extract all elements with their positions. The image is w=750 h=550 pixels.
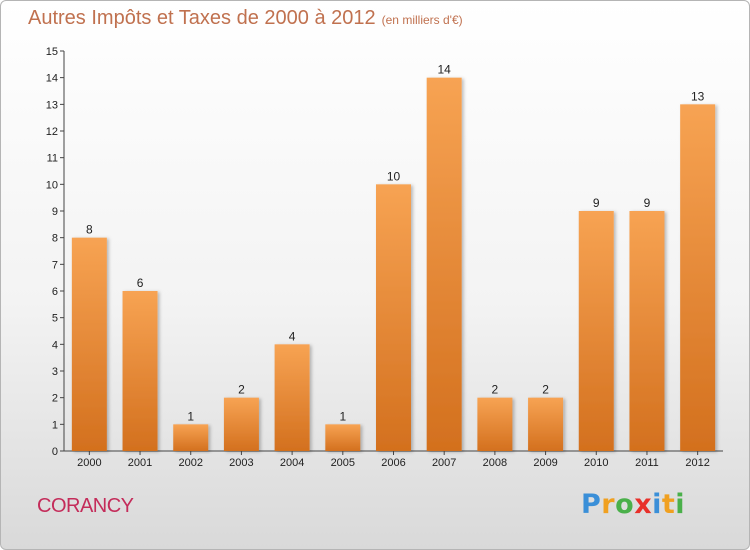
bar-value-label: 14 [438, 63, 452, 77]
y-tick-label: 11 [47, 153, 58, 165]
y-tick-label: 14 [46, 73, 58, 85]
x-tick-label: 2003 [229, 457, 253, 469]
bar [629, 211, 665, 451]
bar-value-label: 13 [691, 89, 705, 103]
bar-value-label: 2 [238, 383, 245, 397]
bar [578, 211, 614, 451]
y-tick-label: 10 [46, 179, 58, 191]
bar-value-label: 2 [492, 383, 499, 397]
bar [122, 291, 158, 451]
x-tick-label: 2010 [584, 457, 608, 469]
y-tick-label: 3 [52, 366, 58, 378]
bar [325, 424, 361, 451]
bar-value-label: 10 [387, 169, 401, 183]
bar [223, 397, 259, 451]
bar [376, 184, 411, 452]
bar-value-label: 2 [542, 383, 549, 397]
bar [528, 397, 564, 451]
bar [274, 344, 310, 451]
x-tick-label: 2001 [128, 457, 152, 469]
bar-value-label: 9 [593, 196, 600, 210]
y-tick-label: 13 [46, 99, 58, 111]
chart-title-text: Autres Impôts et Taxes de 2000 à 2012 [28, 7, 376, 29]
x-tick-label: 2009 [533, 457, 557, 469]
y-tick-label: 6 [52, 286, 58, 298]
bar [680, 104, 716, 451]
y-tick-label: 7 [52, 259, 58, 271]
bar-value-label: 6 [137, 276, 144, 290]
y-tick-label: 0 [52, 446, 58, 458]
bar-value-label: 9 [644, 196, 651, 210]
bar [477, 397, 513, 451]
y-tick-label: 4 [52, 339, 58, 351]
x-tick-label: 2008 [483, 457, 507, 469]
y-tick-label: 15 [46, 46, 58, 58]
y-tick-label: 9 [52, 206, 58, 218]
x-tick-label: 2011 [635, 457, 659, 469]
x-tick-label: 2007 [432, 457, 456, 469]
chart-title: Autres Impôts et Taxes de 2000 à 2012 (en… [28, 7, 463, 30]
bar-value-label: 4 [289, 329, 296, 343]
bar [71, 237, 107, 451]
x-tick-label: 2012 [685, 457, 709, 469]
bar-value-label: 1 [339, 409, 346, 423]
bar-value-label: 8 [86, 223, 93, 237]
commune-name: CORANCY [37, 495, 134, 517]
bar [173, 424, 209, 451]
x-tick-label: 2006 [381, 457, 405, 469]
chart-subtitle: (en milliers d'€) [381, 13, 463, 27]
y-tick-label: 5 [52, 313, 58, 325]
bar-value-label: 1 [187, 409, 194, 423]
x-tick-label: 2002 [178, 457, 202, 469]
y-tick-label: 2 [52, 393, 58, 405]
proxiti-logo: Proxiti [581, 489, 686, 520]
x-tick-label: 2005 [331, 457, 355, 469]
x-tick-label: 2004 [280, 457, 304, 469]
x-tick-label: 2000 [77, 457, 101, 469]
y-tick-label: 8 [52, 233, 58, 245]
y-tick-label: 1 [52, 419, 58, 431]
bar [426, 77, 462, 452]
y-tick-label: 12 [46, 126, 58, 138]
